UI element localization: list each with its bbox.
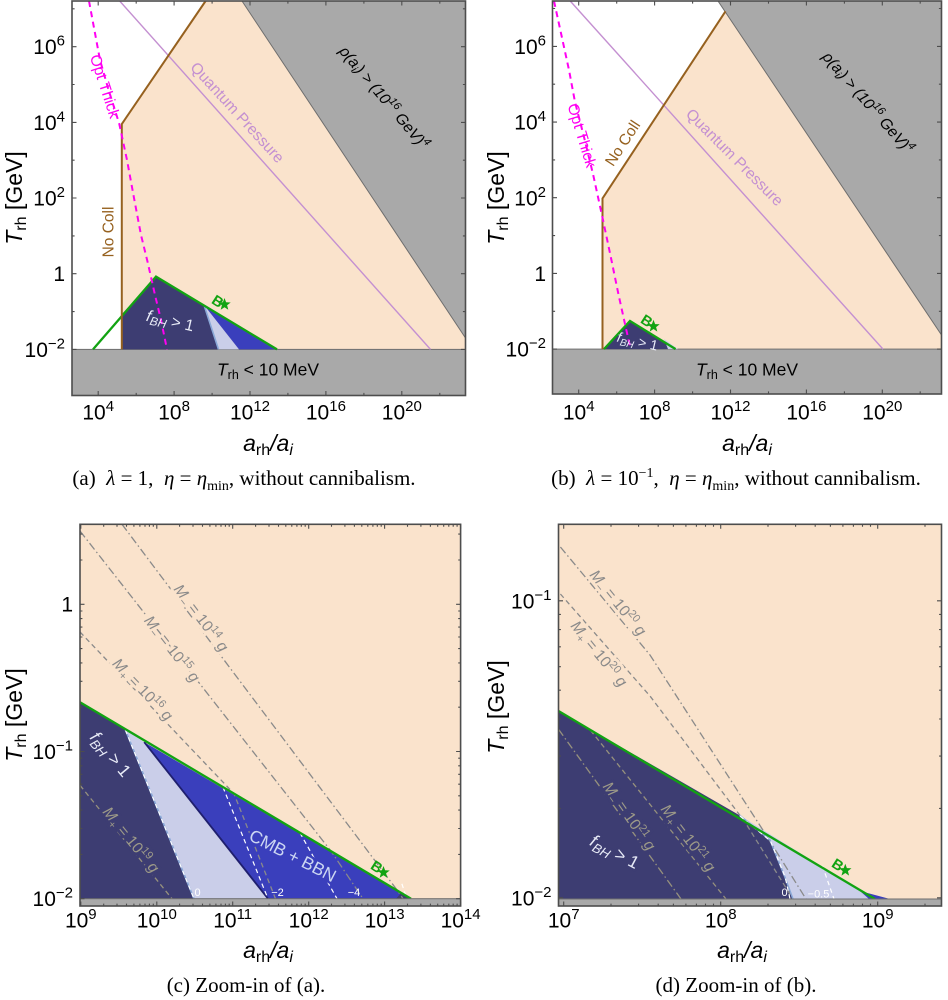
- svg-text:1: 1: [534, 263, 546, 286]
- svg-text:Opt Thick: Opt Thick: [86, 53, 123, 121]
- svg-text:1012: 1012: [230, 398, 270, 425]
- svg-text:arh/ai: arh/ai: [722, 430, 772, 459]
- svg-text:1: 1: [61, 594, 73, 617]
- svg-text:arh/ai: arh/ai: [243, 937, 293, 966]
- svg-text:1012: 1012: [710, 398, 750, 425]
- svg-text:109: 109: [65, 906, 97, 933]
- svg-text:0: 0: [781, 887, 787, 899]
- svg-text:−0.5: −0.5: [808, 889, 830, 901]
- svg-text:0: 0: [194, 887, 200, 899]
- svg-text:1020: 1020: [382, 398, 422, 425]
- svg-text:10−2: 10−2: [511, 884, 551, 911]
- svg-text:−4: −4: [348, 887, 361, 899]
- svg-text:108: 108: [158, 398, 190, 425]
- svg-text:Opt Thick: Opt Thick: [564, 102, 600, 170]
- svg-text:1016: 1016: [306, 398, 346, 425]
- svg-text:104: 104: [563, 398, 595, 425]
- svg-text:104: 104: [514, 108, 546, 135]
- svg-text:Trh < 10 MeV: Trh < 10 MeV: [217, 360, 319, 383]
- svg-text:106: 106: [514, 32, 546, 59]
- svg-text:No Coll: No Coll: [101, 207, 118, 258]
- svg-text:10−1: 10−1: [511, 587, 551, 614]
- svg-text:109: 109: [862, 906, 894, 933]
- svg-text:104: 104: [33, 108, 65, 135]
- svg-text:Trh [GeV]: Trh [GeV]: [483, 151, 512, 245]
- svg-text:108: 108: [639, 398, 671, 425]
- svg-text:1: 1: [53, 263, 65, 286]
- svg-text:1010: 1010: [137, 906, 177, 933]
- svg-text:108: 108: [705, 906, 737, 933]
- svg-text:10−2: 10−2: [33, 885, 73, 912]
- svg-text:arh/ai: arh/ai: [243, 430, 293, 459]
- svg-text:1020: 1020: [862, 398, 902, 425]
- svg-text:1014: 1014: [441, 906, 481, 933]
- svg-text:Trh < 10 MeV: Trh < 10 MeV: [696, 360, 798, 383]
- svg-text:−2: −2: [271, 887, 284, 899]
- svg-text:102: 102: [33, 184, 65, 211]
- svg-text:1012: 1012: [289, 906, 329, 933]
- svg-text:10−2: 10−2: [25, 335, 65, 362]
- svg-text:Trh [GeV]: Trh [GeV]: [1, 151, 30, 245]
- svg-text:10−2: 10−2: [506, 335, 546, 362]
- svg-text:1011: 1011: [213, 906, 252, 933]
- svg-text:102: 102: [514, 184, 546, 211]
- svg-text:Trh [GeV]: Trh [GeV]: [1, 668, 30, 762]
- svg-text:107: 107: [548, 906, 580, 933]
- svg-text:104: 104: [82, 398, 114, 425]
- svg-text:10−1: 10−1: [33, 737, 73, 764]
- svg-text:1016: 1016: [786, 398, 826, 425]
- svg-text:106: 106: [33, 33, 65, 60]
- svg-text:Trh [GeV]: Trh [GeV]: [483, 660, 512, 754]
- svg-text:1013: 1013: [365, 906, 405, 933]
- svg-text:arh/ai: arh/ai: [717, 937, 767, 966]
